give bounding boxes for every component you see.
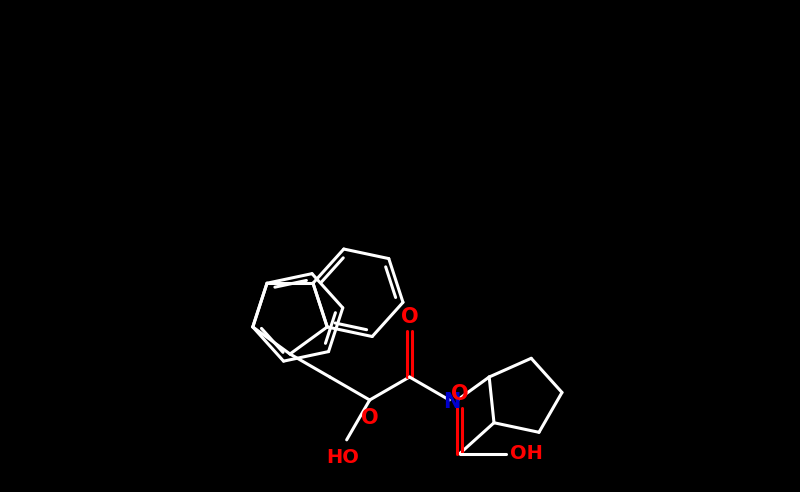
Text: O: O [451, 384, 469, 403]
Text: O: O [361, 408, 378, 428]
Text: N: N [442, 392, 460, 412]
Text: O: O [401, 307, 418, 327]
Text: HO: HO [326, 448, 359, 467]
Text: OH: OH [510, 444, 542, 463]
